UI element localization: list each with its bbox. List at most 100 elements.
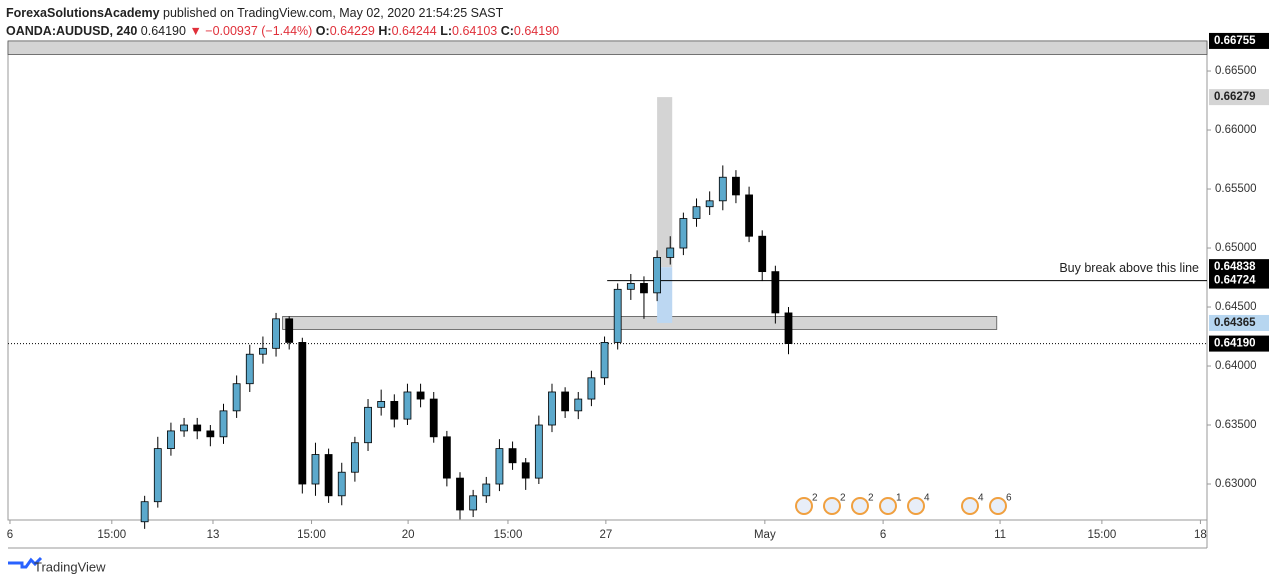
candle-body xyxy=(153,448,162,503)
position-target xyxy=(657,97,673,268)
candle-body xyxy=(298,342,307,485)
h-label: H: xyxy=(378,24,392,38)
logo xyxy=(8,556,43,569)
candle-body xyxy=(534,424,543,479)
candle-body xyxy=(745,194,753,237)
candle-body xyxy=(718,176,727,202)
candle-body xyxy=(732,176,740,196)
candle-body xyxy=(521,462,530,479)
candle-body xyxy=(626,283,635,290)
x-tick-label: 18 xyxy=(1194,529,1207,541)
candle-body xyxy=(653,257,662,294)
y-tick-label: 0.65000 xyxy=(1215,242,1257,254)
last-price-tag-label: 0.64190 xyxy=(1214,338,1256,350)
event-count: 4 xyxy=(924,493,930,504)
price-tag xyxy=(1209,32,1269,49)
y-tick-label: 0.64500 xyxy=(1215,301,1257,313)
candle-body xyxy=(456,477,464,511)
event-count: 2 xyxy=(868,493,874,504)
brand: TradingView xyxy=(34,559,106,574)
candle-body xyxy=(272,318,280,349)
x-tick-label: 15:00 xyxy=(1087,529,1116,541)
event-count: 2 xyxy=(812,493,818,504)
candle-body xyxy=(311,454,320,485)
candle-body xyxy=(232,383,241,412)
x-tick-label: 15:00 xyxy=(297,529,326,541)
buy-line-label: Buy break above this line xyxy=(1059,261,1199,275)
candle-body xyxy=(245,353,254,385)
y-tick-label: 0.65500 xyxy=(1215,183,1257,195)
candle-body xyxy=(600,342,609,379)
o: 0.64229 xyxy=(329,24,375,38)
candle-body xyxy=(613,288,622,343)
candle-body xyxy=(508,448,517,464)
y-tick-label: 0.63000 xyxy=(1215,478,1257,490)
x-tick-label: 11 xyxy=(994,529,1006,541)
event-icon xyxy=(907,497,925,515)
event-icon xyxy=(795,497,813,515)
l-label: L: xyxy=(440,24,453,38)
candle-body xyxy=(324,454,333,497)
event-count: 4 xyxy=(978,493,984,504)
candle-body xyxy=(429,398,438,438)
price-tag xyxy=(1209,314,1269,331)
candle-body xyxy=(259,347,267,355)
price-tag xyxy=(1209,272,1269,289)
published: published on TradingView.com, May 02, 20… xyxy=(163,6,504,20)
candle-body xyxy=(705,200,714,208)
event-icon xyxy=(961,497,979,515)
l: 0.64103 xyxy=(452,24,498,38)
candle-body xyxy=(377,401,386,408)
c: 0.64190 xyxy=(513,24,560,38)
candle-body xyxy=(364,406,372,444)
candle-body xyxy=(140,501,149,523)
event-count: 1 xyxy=(896,493,902,504)
h: 0.64244 xyxy=(391,24,437,38)
header: ForexaSolutionsAcademy published on Trad… xyxy=(6,4,559,40)
x-tick-label: 6 xyxy=(880,529,886,541)
event-icon xyxy=(989,497,1007,515)
candle-body xyxy=(285,318,294,343)
candle-body xyxy=(482,483,491,497)
zone xyxy=(282,316,998,330)
o-label: O: xyxy=(315,24,330,38)
candle-body xyxy=(469,495,478,511)
x-tick-label: 15:00 xyxy=(494,529,523,541)
candle-body xyxy=(692,206,701,219)
y-tick-label: 0.63500 xyxy=(1215,419,1257,431)
c-label: C: xyxy=(500,24,514,38)
change: ▼ −0.00937 (−1.44%) xyxy=(189,24,313,38)
candle-body xyxy=(416,391,425,400)
last-price-tag xyxy=(1209,335,1269,352)
candle-body xyxy=(442,436,451,479)
price-tag xyxy=(1209,259,1269,276)
candle-body xyxy=(771,271,780,314)
candle-body xyxy=(640,283,648,294)
last: 0.64190 xyxy=(140,24,186,38)
y-tick-label: 0.64000 xyxy=(1215,360,1257,372)
candle-body xyxy=(403,391,412,420)
price-tag-label: 0.64724 xyxy=(1214,275,1256,287)
zone xyxy=(7,40,1208,55)
candle-body xyxy=(206,430,215,438)
x-tick-label: 27 xyxy=(599,529,612,541)
candle-body xyxy=(495,448,504,485)
candle-body xyxy=(679,218,688,249)
price-tag-label: 0.64838 xyxy=(1214,261,1256,273)
event-count: 2 xyxy=(840,493,846,504)
candle-body xyxy=(390,401,399,420)
event-icon xyxy=(879,497,897,515)
candle-body xyxy=(180,424,188,432)
x-tick-label: 15:00 xyxy=(97,529,126,541)
quote-line: OANDA:AUDUSD, 240 0.64190 ▼ −0.00937 (−1… xyxy=(6,22,559,40)
price-tag-label: 0.66279 xyxy=(1214,91,1256,103)
event-count: 6 xyxy=(1006,493,1012,504)
x-tick-label: 13 xyxy=(207,529,220,541)
x-tick-label: 6 xyxy=(7,529,13,541)
candle-body xyxy=(193,424,202,432)
x-tick-label: 20 xyxy=(402,529,415,541)
candle-body xyxy=(784,312,793,344)
candle-body xyxy=(666,247,675,258)
